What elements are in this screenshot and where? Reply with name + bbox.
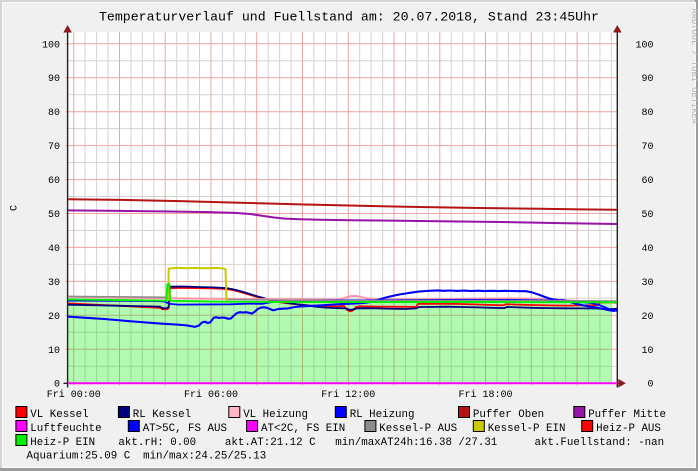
svg-text:Luftfeuchte: Luftfeuchte bbox=[30, 423, 101, 435]
svg-text:Puffer Mitte: Puffer Mitte bbox=[588, 409, 666, 421]
svg-text:Temperaturverlauf und Fuellsta: Temperaturverlauf und Fuellstand am: 20.… bbox=[99, 10, 599, 25]
svg-text:80: 80 bbox=[48, 108, 60, 119]
svg-text:60: 60 bbox=[641, 176, 653, 187]
svg-text:RRDTOOL / TOBI OETIKER: RRDTOOL / TOBI OETIKER bbox=[689, 9, 698, 125]
svg-text:akt.AT:21.12 C: akt.AT:21.12 C bbox=[225, 437, 316, 449]
svg-text:40: 40 bbox=[48, 244, 60, 255]
svg-text:30: 30 bbox=[641, 278, 653, 289]
svg-text:VL Heizung: VL Heizung bbox=[243, 409, 308, 421]
svg-text:Heiz-P EIN: Heiz-P EIN bbox=[30, 437, 95, 449]
svg-text:AT>5C, FS AUS: AT>5C, FS AUS bbox=[143, 423, 227, 435]
svg-text:AT<2C, FS EIN: AT<2C, FS EIN bbox=[261, 423, 345, 435]
svg-text:70: 70 bbox=[48, 142, 60, 153]
svg-text:Fri 06:00: Fri 06:00 bbox=[184, 389, 238, 401]
svg-text:C: C bbox=[10, 205, 21, 211]
svg-text:50: 50 bbox=[641, 210, 653, 221]
svg-text:min/max:24.25/25.13: min/max:24.25/25.13 bbox=[143, 450, 266, 462]
svg-text:80: 80 bbox=[641, 108, 653, 119]
svg-text:Puffer Oben: Puffer Oben bbox=[473, 409, 544, 421]
svg-text:RL Heizung: RL Heizung bbox=[350, 409, 415, 421]
svg-text:90: 90 bbox=[641, 74, 653, 85]
svg-text:40: 40 bbox=[641, 244, 653, 255]
svg-text:akt.Fuellstand: -nan: akt.Fuellstand: -nan bbox=[535, 437, 665, 449]
svg-text:Heiz-P AUS: Heiz-P AUS bbox=[596, 423, 661, 435]
svg-text:VL Kessel: VL Kessel bbox=[30, 409, 88, 421]
svg-text:20: 20 bbox=[48, 312, 60, 323]
svg-text:70: 70 bbox=[641, 142, 653, 153]
svg-text:10: 10 bbox=[641, 346, 653, 357]
svg-text:Fri 00:00: Fri 00:00 bbox=[47, 389, 101, 401]
svg-text:100: 100 bbox=[42, 40, 60, 51]
svg-text:100: 100 bbox=[635, 40, 653, 51]
svg-text:Kessel-P EIN: Kessel-P EIN bbox=[488, 423, 566, 435]
svg-text:0: 0 bbox=[647, 380, 653, 391]
svg-text:Fri 18:00: Fri 18:00 bbox=[458, 389, 512, 401]
svg-text:min/maxAT24h:16.38 /27.31: min/maxAT24h:16.38 /27.31 bbox=[335, 437, 497, 449]
svg-text:20: 20 bbox=[641, 312, 653, 323]
svg-text:Kessel-P AUS: Kessel-P AUS bbox=[379, 423, 457, 435]
svg-text:Fri 12:00: Fri 12:00 bbox=[321, 389, 375, 401]
svg-text:akt.rH: 0.00: akt.rH: 0.00 bbox=[118, 437, 196, 449]
svg-text:RL Kessel: RL Kessel bbox=[133, 409, 191, 421]
svg-text:50: 50 bbox=[48, 210, 60, 221]
svg-text:Aquarium:25.09 C: Aquarium:25.09 C bbox=[27, 450, 131, 462]
svg-text:30: 30 bbox=[48, 278, 60, 289]
svg-text:0: 0 bbox=[54, 380, 60, 391]
svg-text:60: 60 bbox=[48, 176, 60, 187]
svg-text:10: 10 bbox=[48, 346, 60, 357]
svg-text:90: 90 bbox=[48, 74, 60, 85]
